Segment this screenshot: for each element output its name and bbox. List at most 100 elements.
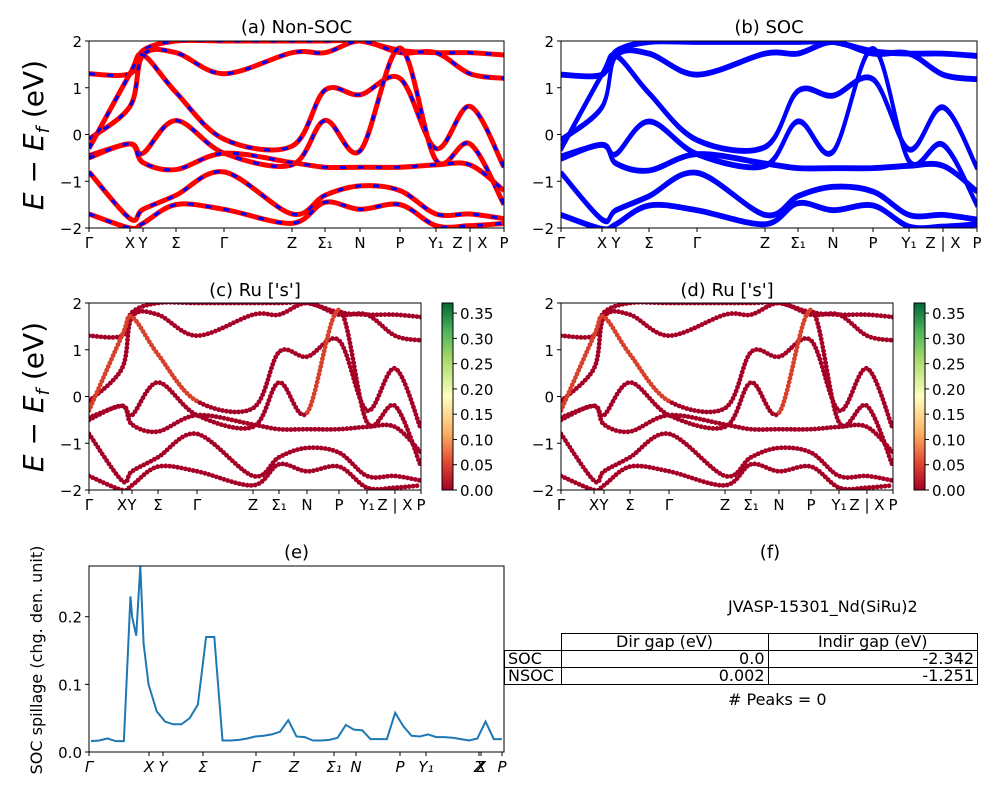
spillage-line bbox=[90, 565, 502, 743]
y-tick-label-a: −2 bbox=[60, 220, 82, 238]
projection-point bbox=[347, 340, 353, 346]
projection-point bbox=[612, 308, 617, 314]
projection-point bbox=[379, 385, 385, 391]
projection-point bbox=[185, 331, 191, 337]
projection-point bbox=[228, 303, 233, 306]
projection-point bbox=[89, 400, 95, 406]
y-tick-label-d: 1 bbox=[544, 342, 554, 360]
y-tick-label-a: 1 bbox=[72, 80, 82, 98]
x-tick-label-d: Γ bbox=[665, 496, 674, 514]
band-line-nonsoc bbox=[89, 169, 504, 223]
projection-point bbox=[378, 389, 383, 395]
projection-point bbox=[189, 413, 195, 419]
projection-point bbox=[303, 468, 308, 474]
projection-point bbox=[890, 314, 893, 320]
projection-point bbox=[292, 427, 298, 432]
projection-point bbox=[774, 303, 780, 306]
colorbar-tick-label-d: 0.20 bbox=[932, 381, 965, 399]
projection-point bbox=[351, 364, 357, 369]
projection-point bbox=[587, 486, 593, 490]
projection-point bbox=[151, 456, 157, 462]
projection-point bbox=[352, 311, 358, 317]
projection-point bbox=[793, 306, 799, 311]
x-tick-label-e: Σ₁ bbox=[326, 758, 342, 776]
projection-point bbox=[228, 409, 233, 415]
projection-point bbox=[318, 364, 324, 369]
projection-point bbox=[628, 303, 633, 306]
projection-point bbox=[405, 475, 410, 481]
projection-point bbox=[306, 445, 312, 451]
projection-point bbox=[211, 419, 217, 425]
projection-point bbox=[293, 351, 298, 356]
projection-point bbox=[578, 335, 584, 340]
gap-table-row: NSOC 0.002 -1.251 bbox=[504, 667, 978, 685]
projection-point bbox=[223, 323, 229, 329]
projection-point bbox=[854, 312, 860, 318]
projection-point bbox=[212, 406, 218, 411]
x-tick-label-e: X bbox=[143, 758, 155, 776]
gap-table: Dir gap (eV) Indir gap (eV) SOC 0.0 -2.3… bbox=[504, 633, 978, 685]
projection-point bbox=[198, 469, 204, 475]
x-tick-label-a: Z | X bbox=[452, 234, 487, 252]
projection-point bbox=[748, 303, 753, 306]
projection-point bbox=[268, 425, 274, 431]
projection-point bbox=[778, 303, 784, 306]
projection-point bbox=[394, 485, 400, 490]
projection-point bbox=[756, 309, 762, 314]
colorbar-tick-label-d: 0.15 bbox=[932, 406, 965, 424]
projection-point bbox=[148, 303, 154, 307]
projection-point bbox=[406, 313, 412, 319]
projection-point bbox=[397, 371, 403, 377]
projection-point bbox=[280, 303, 285, 306]
projection-point bbox=[590, 334, 596, 340]
projection-point bbox=[314, 379, 320, 385]
x-tick-label-a: Γ bbox=[220, 234, 229, 252]
y-tick-label-c: −1 bbox=[60, 435, 82, 453]
projection-point bbox=[417, 461, 421, 467]
projection-point bbox=[234, 318, 240, 324]
projection-point bbox=[330, 317, 335, 323]
projection-point bbox=[584, 349, 590, 355]
projection-point bbox=[346, 336, 352, 342]
projection-point bbox=[820, 312, 826, 317]
x-tick-label-b: N bbox=[827, 234, 838, 252]
projection-point bbox=[384, 374, 390, 380]
projection-point bbox=[732, 303, 737, 306]
projection-point bbox=[108, 406, 113, 412]
projection-point bbox=[262, 409, 268, 414]
projection-point bbox=[317, 304, 323, 310]
projection-point bbox=[416, 337, 421, 343]
y-tick-label-c: 2 bbox=[72, 295, 82, 313]
projection-point bbox=[680, 303, 685, 306]
x-tick-label-b: Σ₁ bbox=[790, 234, 806, 252]
projection-point bbox=[725, 311, 731, 317]
projection-point bbox=[267, 394, 273, 399]
projection-point bbox=[141, 462, 147, 468]
projection-point bbox=[101, 480, 106, 486]
projection-point bbox=[589, 338, 595, 344]
projection-point bbox=[307, 468, 312, 474]
projection-point bbox=[151, 311, 157, 316]
projection-point bbox=[248, 472, 254, 478]
projection-point bbox=[330, 447, 336, 453]
projection-point bbox=[561, 400, 567, 406]
projection-point bbox=[364, 312, 369, 317]
projection-point bbox=[310, 395, 316, 401]
projection-point bbox=[340, 426, 346, 432]
gap-table-dir-value: 0.0 bbox=[560, 650, 769, 668]
plot-frame-d bbox=[560, 302, 894, 491]
projection-point bbox=[696, 408, 701, 414]
projection-point bbox=[280, 453, 285, 458]
projection-point bbox=[115, 342, 121, 348]
projection-point bbox=[352, 425, 358, 431]
projection-point bbox=[244, 482, 250, 488]
y-tick-label-c: −2 bbox=[60, 482, 82, 500]
projection-point bbox=[673, 332, 679, 338]
projection-point bbox=[182, 416, 188, 421]
projection-point bbox=[872, 335, 878, 341]
projection-point bbox=[272, 303, 277, 306]
projection-point bbox=[360, 311, 365, 317]
projection-point bbox=[265, 377, 271, 383]
band-guide bbox=[89, 310, 421, 467]
projection-point bbox=[714, 315, 719, 321]
